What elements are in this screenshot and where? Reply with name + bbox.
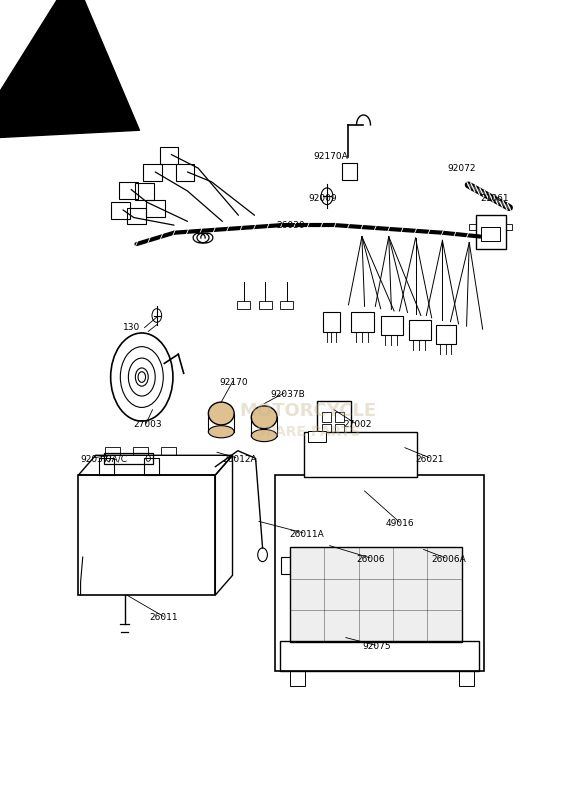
Bar <box>290 547 462 642</box>
Text: 92170A: 92170A <box>314 152 349 162</box>
Text: 92170: 92170 <box>220 378 249 387</box>
Ellipse shape <box>208 426 234 438</box>
Ellipse shape <box>251 430 277 442</box>
Text: 92072: 92072 <box>448 164 476 173</box>
Bar <box>305 433 417 477</box>
Bar <box>311 557 328 572</box>
Bar <box>99 458 114 475</box>
Text: 26012A: 26012A <box>223 454 257 463</box>
Bar <box>133 447 148 455</box>
Bar <box>409 320 431 340</box>
Bar <box>323 313 340 332</box>
Bar <box>469 224 476 230</box>
Text: 92037B: 92037B <box>271 390 305 399</box>
Text: 26006A: 26006A <box>432 555 466 564</box>
Bar <box>290 671 305 686</box>
Bar <box>481 227 501 241</box>
Ellipse shape <box>251 406 277 429</box>
Text: 130: 130 <box>123 323 140 332</box>
Ellipse shape <box>208 402 234 425</box>
Bar <box>104 453 153 464</box>
Text: SPARE PARTS: SPARE PARTS <box>256 426 361 439</box>
Bar <box>111 202 130 219</box>
Bar <box>161 447 176 455</box>
Text: 27003: 27003 <box>134 421 162 430</box>
Bar <box>119 182 138 198</box>
Bar <box>476 215 506 249</box>
Bar <box>506 224 512 230</box>
Bar <box>335 412 344 422</box>
Bar <box>436 325 457 344</box>
Text: 26011: 26011 <box>150 614 179 622</box>
Bar <box>146 200 165 217</box>
Bar <box>381 315 403 335</box>
Bar <box>280 301 293 309</box>
Text: 92037/A/C: 92037/A/C <box>80 454 127 463</box>
Text: 26011A: 26011A <box>290 530 324 538</box>
Bar <box>238 301 250 309</box>
Bar <box>280 641 479 671</box>
Bar <box>144 458 159 475</box>
Bar <box>135 183 154 200</box>
Text: 92075: 92075 <box>362 642 391 651</box>
Text: 49016: 49016 <box>386 519 414 528</box>
Bar <box>342 163 357 179</box>
Text: 26030: 26030 <box>276 221 305 230</box>
Text: 26021: 26021 <box>416 454 444 463</box>
Bar <box>317 401 351 442</box>
Bar <box>275 475 484 671</box>
Bar <box>335 424 344 434</box>
Text: 26006: 26006 <box>357 555 385 564</box>
Circle shape <box>138 372 146 382</box>
Bar <box>143 164 162 181</box>
Bar <box>105 447 120 455</box>
Text: 92009: 92009 <box>308 194 337 203</box>
Bar <box>351 313 374 332</box>
Bar <box>79 475 216 595</box>
Text: 21061: 21061 <box>480 194 509 203</box>
Bar <box>160 147 178 164</box>
Text: 27002: 27002 <box>343 421 372 430</box>
Text: MOTORCYCLE: MOTORCYCLE <box>240 402 377 420</box>
Bar <box>127 208 146 224</box>
Bar <box>458 671 473 686</box>
Bar <box>322 412 331 422</box>
Bar <box>307 431 326 442</box>
Bar <box>259 301 272 309</box>
Bar <box>281 557 296 574</box>
Bar <box>322 424 331 434</box>
Bar <box>176 164 194 181</box>
